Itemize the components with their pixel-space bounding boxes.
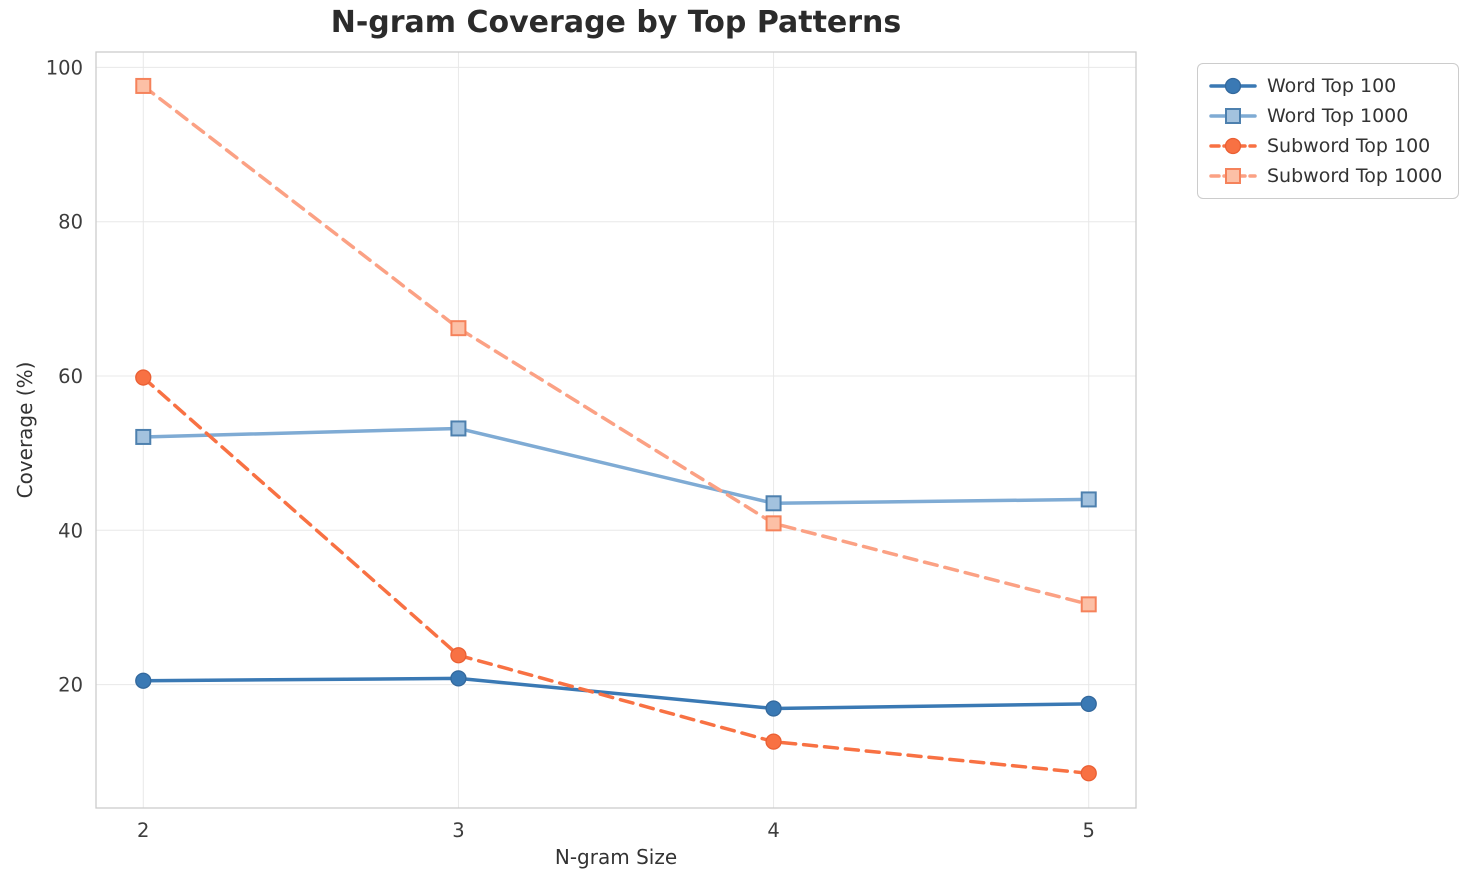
data-point-word-top-1000 <box>1080 491 1097 508</box>
data-point-subword-top-100 <box>1080 765 1097 782</box>
y-axis-label: Coverage (%) <box>13 361 37 499</box>
data-point-subword-top-1000 <box>765 515 782 532</box>
data-point-word-top-100 <box>765 700 782 717</box>
series-line-word-top-100 <box>141 676 1091 711</box>
x-tick-label: 4 <box>767 819 779 842</box>
y-tick-label: 60 <box>58 365 83 388</box>
legend-key-subword-top-1000 <box>1209 168 1257 184</box>
series-line-subword-top-1000 <box>141 84 1091 607</box>
legend-item-subword-top-1000: Subword Top 1000 <box>1209 163 1442 189</box>
legend-label: Subword Top 100 <box>1267 135 1431 157</box>
data-point-subword-top-100 <box>450 647 467 664</box>
x-tick-label: 3 <box>452 819 464 842</box>
legend-marker <box>1225 108 1241 124</box>
legend-marker <box>1225 168 1241 184</box>
y-tick-label: 100 <box>46 56 83 79</box>
legend-item-subword-top-100: Subword Top 100 <box>1209 133 1442 159</box>
legend-marker <box>1224 77 1242 95</box>
y-tick-label: 20 <box>58 674 83 697</box>
legend-marker <box>1224 137 1242 155</box>
legend-label: Word Top 100 <box>1267 75 1397 97</box>
legend-label: Word Top 1000 <box>1267 105 1409 127</box>
data-point-word-top-1000 <box>135 428 152 445</box>
legend-item-word-top-100: Word Top 100 <box>1209 73 1442 99</box>
y-tick-label: 80 <box>58 211 83 234</box>
data-point-word-top-1000 <box>450 420 467 437</box>
legend-item-word-top-1000: Word Top 1000 <box>1209 103 1442 129</box>
data-point-subword-top-1000 <box>450 320 467 337</box>
data-point-word-top-100 <box>450 670 467 687</box>
x-tick-label: 5 <box>1083 819 1095 842</box>
x-tick-label: 2 <box>137 819 149 842</box>
y-tick-label: 40 <box>58 519 83 542</box>
legend-key-word-top-100 <box>1209 77 1257 95</box>
legend-key-subword-top-100 <box>1209 137 1257 155</box>
data-point-word-top-1000 <box>765 495 782 512</box>
chart-title: N-gram Coverage by Top Patterns <box>330 5 902 40</box>
legend: Word Top 100 Word Top 1000 Subword Top 100… <box>1197 63 1460 199</box>
series-line-subword-top-100 <box>141 375 1091 776</box>
legend-key-word-top-1000 <box>1209 108 1257 124</box>
data-point-word-top-100 <box>1080 695 1097 713</box>
series-line-word-top-1000 <box>141 426 1091 506</box>
data-point-subword-top-100 <box>765 733 782 750</box>
axes-spines <box>95 51 1137 809</box>
data-point-subword-top-100 <box>135 369 152 386</box>
data-point-subword-top-1000 <box>135 77 152 94</box>
data-point-word-top-100 <box>135 672 152 689</box>
data-point-subword-top-1000 <box>1080 596 1097 613</box>
x-axis-label: N-gram Size <box>554 845 678 869</box>
legend-label: Subword Top 1000 <box>1267 165 1443 187</box>
